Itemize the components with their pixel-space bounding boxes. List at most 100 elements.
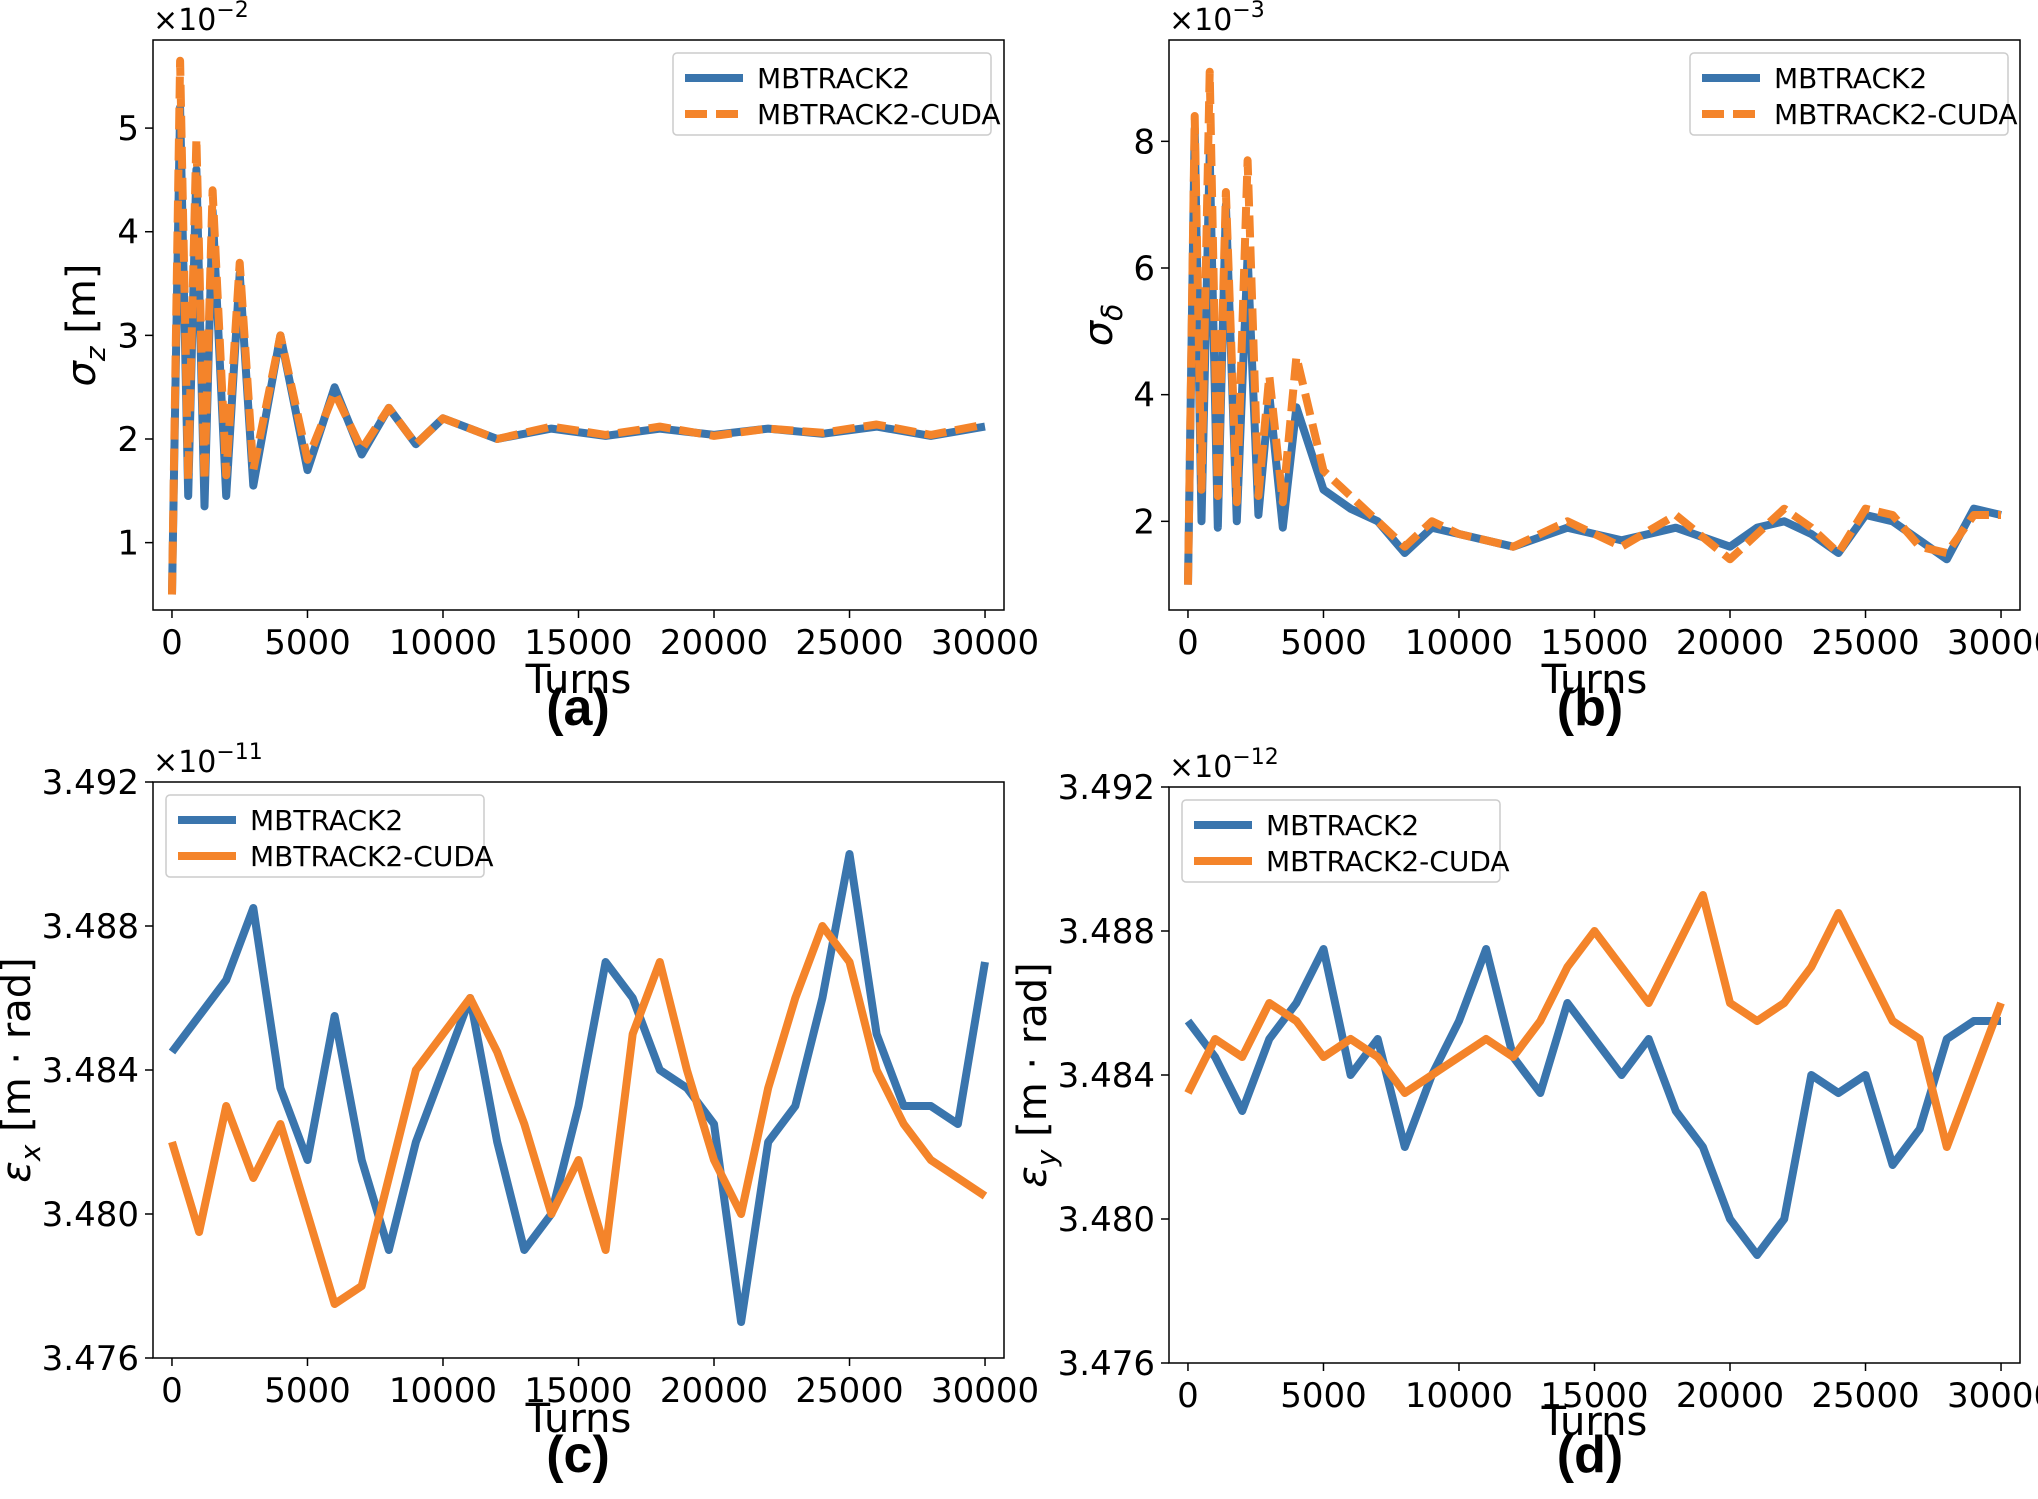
y-tick-label: 3.484 bbox=[42, 1051, 139, 1091]
y-tick-label: 3.476 bbox=[1058, 1344, 1155, 1384]
series-group bbox=[1184, 67, 2002, 585]
y-tick-label: 3 bbox=[117, 316, 139, 356]
y-axis-unit: [m] bbox=[59, 264, 105, 347]
x-tick-label: 0 bbox=[161, 623, 183, 663]
x-tick-label: 15000 bbox=[524, 623, 632, 663]
x-tick-label: 15000 bbox=[1540, 1376, 1648, 1416]
y-axis-unit: [m · rad] bbox=[0, 957, 40, 1144]
y-tick-label: 2 bbox=[117, 420, 139, 460]
y-scale-exponent: −11 bbox=[216, 740, 262, 765]
chart-panel-d: 0 5000 10000 15000 20000 25000 30000 3.476 3.480… bbox=[1010, 745, 2038, 1484]
y-tick-label: 6 bbox=[1133, 249, 1155, 289]
y-tick-label: 3.488 bbox=[42, 907, 139, 947]
x-tick-label: 10000 bbox=[389, 1371, 497, 1411]
panel-label: (a) bbox=[546, 679, 610, 737]
y-axis-symbol: σ bbox=[1076, 319, 1122, 346]
y-scale-base: ×10 bbox=[1169, 3, 1232, 38]
legend-label-mbtrack2-cuda: MBTRACK2-CUDA bbox=[1266, 845, 1510, 878]
y-tick-label: 3.480 bbox=[1058, 1200, 1155, 1240]
legend-label-mbtrack2-cuda: MBTRACK2-CUDA bbox=[250, 840, 494, 873]
legend-label-mbtrack2: MBTRACK2 bbox=[1774, 62, 1927, 95]
x-tick-label: 30000 bbox=[1947, 623, 2038, 663]
x-tick-label: 20000 bbox=[1676, 623, 1784, 663]
x-tick-label: 10000 bbox=[1405, 623, 1513, 663]
x-tick-label: 25000 bbox=[1811, 623, 1919, 663]
series-group bbox=[168, 850, 989, 1326]
series-line-mbtrack2-cuda bbox=[1184, 891, 2005, 1151]
y-axis-subscript: x bbox=[14, 1144, 47, 1162]
y-tick-label: 3.492 bbox=[42, 763, 139, 803]
y-tick-label: 8 bbox=[1133, 122, 1155, 162]
legend-box bbox=[1689, 52, 2009, 136]
chart-panel-a: 0 5000 10000 15000 20000 25000 30000 1 2 3 4 5 ×10−2… bbox=[59, 0, 1039, 737]
panel-label: (c) bbox=[546, 1426, 610, 1484]
x-tick-label: 5000 bbox=[264, 1371, 351, 1411]
x-tick-label: 30000 bbox=[1947, 1376, 2038, 1416]
y-tick-label: 2 bbox=[1133, 502, 1155, 542]
y-axis-label: εy [m · rad] bbox=[1010, 962, 1063, 1188]
y-tick-label: 3.492 bbox=[1058, 768, 1155, 808]
y-tick-label: 3.488 bbox=[1058, 912, 1155, 952]
y-tick-label: 1 bbox=[117, 524, 139, 564]
x-tick-label: 15000 bbox=[524, 1371, 632, 1411]
x-axis-label: Turns bbox=[1541, 657, 1648, 703]
x-tick-label: 15000 bbox=[1540, 623, 1648, 663]
x-tick-label: 20000 bbox=[1676, 1376, 1784, 1416]
y-tick-label: 4 bbox=[117, 213, 139, 253]
y-axis-label: σz [m] bbox=[59, 264, 112, 387]
series-group bbox=[1184, 891, 2005, 1259]
y-axis-unit: [m · rad] bbox=[1010, 962, 1056, 1149]
x-tick-label: 25000 bbox=[1811, 1376, 1919, 1416]
y-axis-subscript: δ bbox=[1096, 304, 1129, 321]
series-line-mbtrack2 bbox=[1184, 124, 2002, 585]
panel-label: (d) bbox=[1557, 1426, 1623, 1484]
x-axis-label: Turns bbox=[525, 657, 632, 703]
x-tick-label: 0 bbox=[1177, 623, 1199, 663]
legend-label-mbtrack2: MBTRACK2 bbox=[1266, 809, 1419, 842]
y-axis-subscript: z bbox=[79, 345, 112, 362]
x-tick-label: 0 bbox=[1177, 1376, 1199, 1416]
x-tick-label: 10000 bbox=[389, 623, 497, 663]
y-scale-exponent: −2 bbox=[216, 0, 248, 23]
x-tick-label: 20000 bbox=[660, 1371, 768, 1411]
series-line-mbtrack2 bbox=[1184, 945, 2001, 1259]
x-tick-label: 0 bbox=[161, 1371, 183, 1411]
x-tick-label: 5000 bbox=[264, 623, 351, 663]
y-tick-label: 3.484 bbox=[1058, 1056, 1155, 1096]
legend-label-mbtrack2: MBTRACK2 bbox=[757, 62, 910, 95]
series-line-mbtrack2 bbox=[168, 850, 989, 1326]
x-tick-label: 20000 bbox=[660, 623, 768, 663]
x-axis-label: Turns bbox=[525, 1396, 632, 1442]
x-tick-label: 25000 bbox=[795, 1371, 903, 1411]
y-axis-label: εx [m · rad] bbox=[0, 957, 47, 1183]
y-scale-base: ×10 bbox=[1169, 750, 1232, 785]
y-axis-symbol: σ bbox=[59, 359, 105, 386]
y-scale-exponent: −12 bbox=[1232, 745, 1278, 770]
y-axis-symbol: ε bbox=[1010, 1166, 1056, 1188]
y-tick-label: 3.476 bbox=[42, 1339, 139, 1379]
y-scale-base: ×10 bbox=[153, 3, 216, 38]
chart-panel-b: 0 5000 10000 15000 20000 25000 30000 2 4 6 8 ×10−3 T… bbox=[1076, 0, 2038, 737]
x-axis-label: Turns bbox=[1541, 1399, 1648, 1445]
x-tick-label: 10000 bbox=[1405, 1376, 1513, 1416]
x-tick-label: 30000 bbox=[931, 1371, 1039, 1411]
y-scale-factor: ×10−11 bbox=[153, 740, 263, 780]
chart-panel-c: 0 5000 10000 15000 20000 25000 30000 3.476 3.480… bbox=[0, 740, 1039, 1484]
y-axis-symbol: ε bbox=[0, 1161, 40, 1183]
y-scale-factor: ×10−12 bbox=[1169, 745, 1279, 785]
legend-label-mbtrack2-cuda: MBTRACK2-CUDA bbox=[1774, 98, 2018, 131]
y-tick-label: 4 bbox=[1133, 376, 1155, 416]
y-scale-factor: ×10−3 bbox=[1169, 0, 1265, 38]
y-tick-label: 3.480 bbox=[42, 1195, 139, 1235]
x-tick-label: 5000 bbox=[1280, 1376, 1367, 1416]
series-group bbox=[168, 56, 986, 595]
x-tick-label: 25000 bbox=[795, 623, 903, 663]
x-tick-label: 30000 bbox=[931, 623, 1039, 663]
y-scale-base: ×10 bbox=[153, 745, 216, 780]
y-tick-label: 5 bbox=[117, 109, 139, 149]
